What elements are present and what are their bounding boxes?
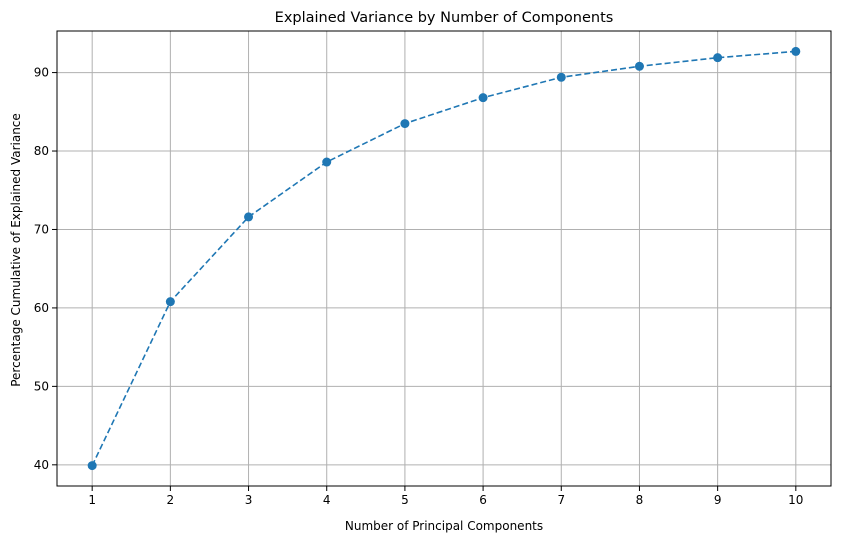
data-point: [478, 93, 488, 103]
chart-title: Explained Variance by Number of Componen…: [275, 10, 614, 26]
y-tick-label: 90: [34, 66, 49, 80]
data-point: [791, 46, 801, 56]
data-point: [87, 461, 97, 471]
x-tick-label: 1: [88, 493, 96, 507]
data-series: [87, 46, 801, 471]
x-tick-label: 4: [323, 493, 331, 507]
x-tick-label: 7: [557, 493, 565, 507]
y-tick-label: 50: [34, 379, 49, 393]
x-tick-label: 6: [479, 493, 487, 507]
plot-border: [56, 30, 832, 487]
series-line: [91, 50, 796, 466]
x-tick-label: 5: [401, 493, 409, 507]
x-tick-label: 3: [245, 493, 253, 507]
grid-lines: [57, 31, 831, 486]
x-axis-label: Number of Principal Components: [345, 519, 543, 533]
data-point: [322, 157, 332, 167]
y-tick-label: 40: [34, 458, 49, 472]
y-tick-label: 60: [34, 301, 49, 315]
y-tick-label: 80: [34, 144, 49, 158]
x-tick-label: 10: [788, 493, 803, 507]
y-axis-label: Percentage Cumulative of Explained Varia…: [9, 113, 23, 387]
data-point: [634, 61, 644, 71]
axis-ticks: 1 2 3 4 5 6 7 8 9 10 40 50 60 70 80 90: [34, 66, 804, 507]
data-point: [400, 119, 410, 129]
plot-frame: [56, 30, 832, 487]
data-point: [244, 212, 254, 222]
data-point: [165, 297, 175, 307]
x-tick-label: 9: [714, 493, 722, 507]
data-point: [713, 53, 723, 63]
x-tick-label: 8: [636, 493, 644, 507]
y-tick-label: 70: [34, 222, 49, 236]
data-point: [556, 72, 566, 82]
x-tick-label: 2: [167, 493, 175, 507]
